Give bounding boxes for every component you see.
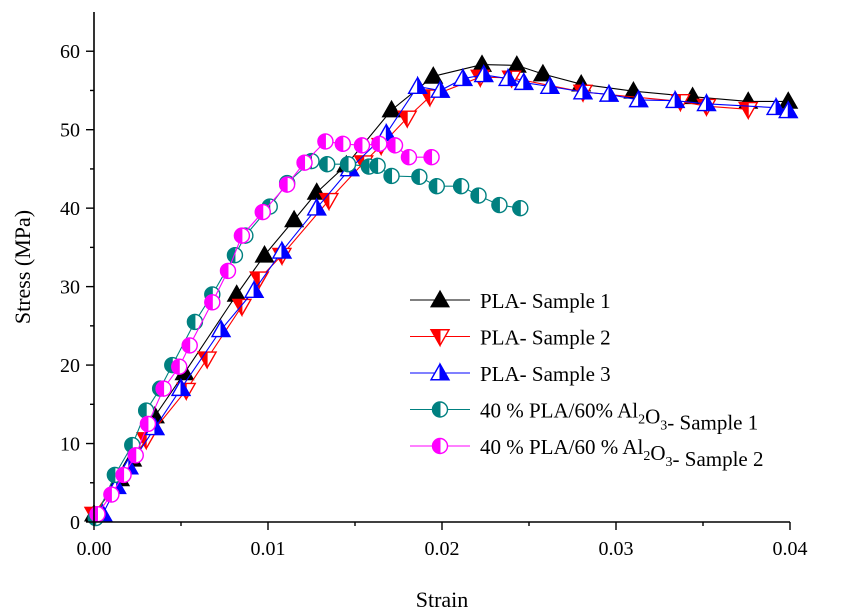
x-tick-label: 0.00 [77,538,112,560]
data-point [186,313,204,331]
data-point [219,262,237,280]
data-point [411,168,428,185]
data-point [383,167,400,185]
data-point [353,137,371,154]
data-point [155,380,172,397]
data-point [423,66,444,84]
legend-marker [431,437,449,455]
legend-item: 40 % PLA/60% Al2O3- Sample 1 [410,399,758,435]
data-point [226,247,244,264]
data-point [532,63,553,82]
data-point [506,55,527,73]
data-point [470,187,487,204]
data-point [103,486,120,503]
legend-marker [429,329,451,348]
y-tick-label: 10 [60,434,80,456]
data-point [204,294,221,311]
data-point [371,135,388,153]
legend-label: 40 % PLA/60% Al2O3- Sample 1 [480,399,758,435]
data-point [254,245,275,263]
data-point [243,279,265,298]
series-line [97,140,432,515]
data-point [738,101,759,121]
legend-marker [429,362,451,381]
y-axis-label: Stress (MPa) [10,210,35,324]
legend-label: PLA- Sample 3 [480,362,611,386]
data-point [127,447,144,464]
data-point [296,154,313,171]
legend-marker [429,289,451,308]
y-tick-label: 50 [60,120,80,142]
data-point [306,197,327,216]
plot-area [83,54,799,527]
y-tick-label: 40 [60,198,80,220]
data-point [430,79,451,98]
x-axis-label: Strain [416,587,469,612]
data-point [271,240,293,259]
data-point [452,67,474,87]
data-point [664,89,686,109]
data-point [89,505,106,523]
data-point [369,157,386,174]
data-point [696,92,717,112]
axes: 0.00 0.01 0.02 0.03 0.04 0 10 20 30 40 50 60 [60,12,808,560]
data-point [317,133,334,150]
y-tick-label: 20 [60,355,80,377]
x-tick-label: 0.03 [599,538,634,560]
data-point [170,377,192,397]
y-tick-label: 60 [60,41,80,63]
data-point [396,110,418,129]
data-point [284,209,305,228]
data-point [513,71,534,91]
x-tick-label: 0.02 [425,538,460,560]
data-point [210,318,232,338]
x-tick-label: 0.04 [773,538,808,560]
legend-marker [431,401,449,418]
data-point [386,137,404,154]
data-point [778,99,799,119]
data-point [334,135,352,153]
series-3 [92,63,799,522]
data-point [231,298,253,318]
x-tick-label: 0.01 [251,538,286,560]
data-point [233,227,251,244]
legend-item: 40 % PLA/60 % Al2O3- Sample 2 [410,435,764,471]
legend-label: PLA- Sample 1 [480,289,611,313]
series-line [93,64,789,515]
series-5 [89,133,440,523]
data-point [115,466,132,484]
data-point [400,148,418,166]
data-point [254,203,271,221]
data-point [381,99,402,118]
data-point [171,358,188,375]
data-point [473,63,494,83]
series-4 [87,152,529,527]
legend-item: PLA- Sample 2 [410,326,611,350]
legend-item: PLA- Sample 1 [410,289,611,313]
data-point [181,337,198,354]
data-point [628,88,649,108]
data-point [539,75,561,94]
data-point [452,177,470,195]
y-tick-label: 30 [60,277,80,299]
y-tick-label: 0 [70,512,80,534]
data-point [491,196,508,214]
data-point [598,83,620,102]
data-point [512,199,529,217]
data-point [572,81,594,100]
data-point [139,415,157,433]
data-point [497,67,519,87]
data-point [339,156,357,173]
data-point [407,75,428,94]
data-point [428,177,445,195]
data-point [278,176,296,193]
legend-label: 40 % PLA/60 % Al2O3- Sample 2 [480,435,764,471]
legend: PLA- Sample 1 PLA- Sample 2 PLA- Sample 3 4… [410,289,764,471]
legend-item: PLA- Sample 3 [410,362,611,386]
data-point [423,148,440,166]
data-point [318,156,336,173]
legend-label: PLA- Sample 2 [480,326,611,350]
